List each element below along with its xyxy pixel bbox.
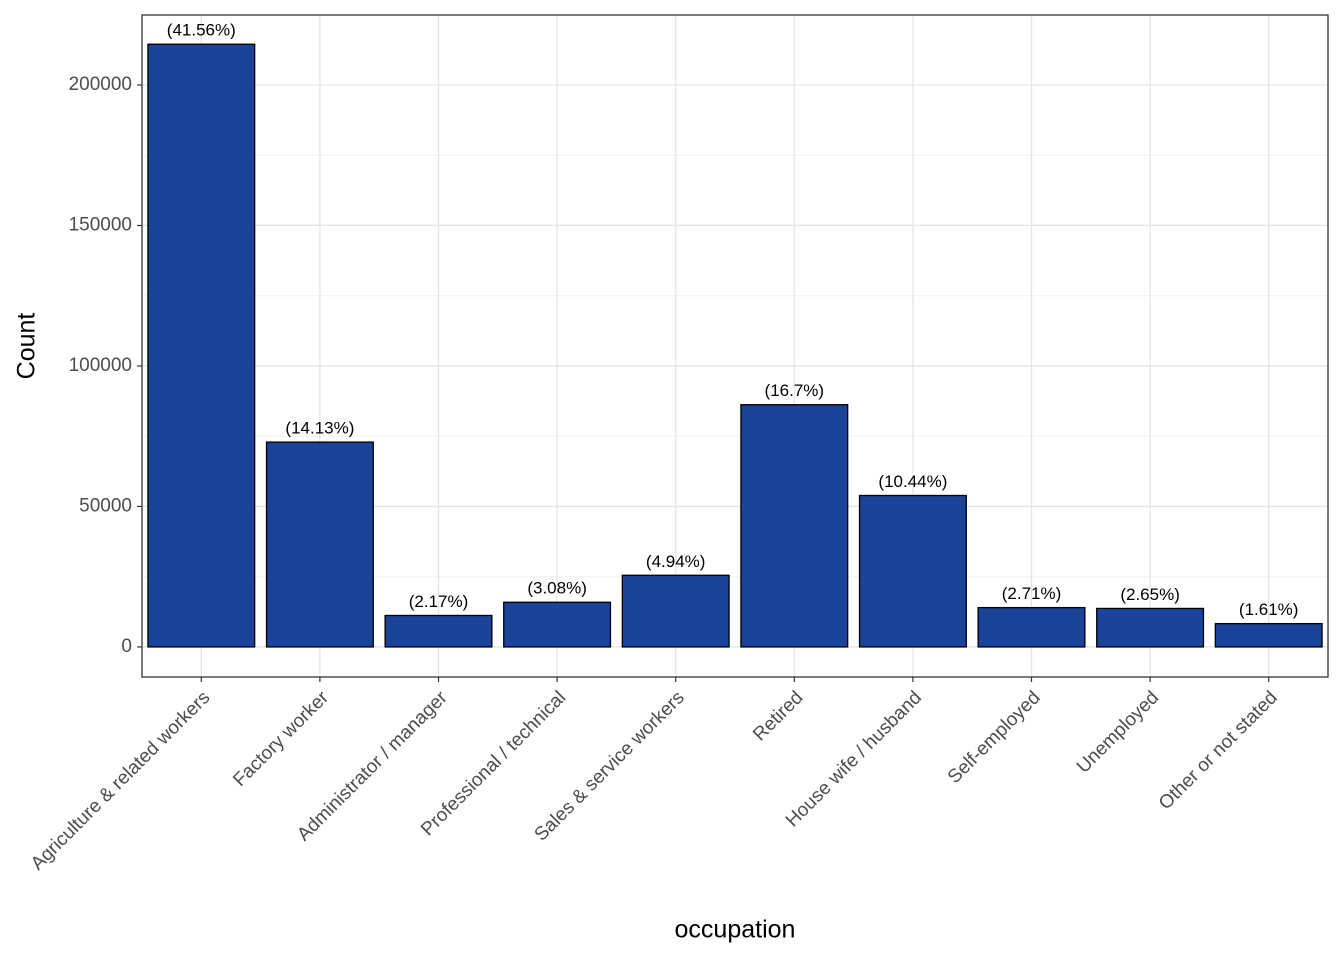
bar [147, 43, 256, 648]
bar [384, 614, 493, 648]
bar-label: (2.17%) [409, 592, 469, 611]
bar [1214, 622, 1323, 648]
x-tick-label: Factory worker [229, 687, 333, 791]
bar-label: (14.13%) [285, 419, 354, 438]
bar-label: (4.94%) [646, 552, 706, 571]
bar [740, 404, 849, 648]
bar-label: (3.08%) [527, 579, 587, 598]
bar [621, 574, 730, 648]
panel-border [141, 14, 1329, 678]
bar [265, 441, 374, 648]
bar-label: (41.56%) [167, 21, 236, 40]
bar-label: (16.7%) [765, 381, 825, 400]
y-tick-label: 0 [121, 636, 132, 657]
y-tick-label: 50000 [79, 495, 132, 516]
x-axis-title: occupation [675, 916, 796, 944]
x-tick-label: Other or not stated [1155, 687, 1282, 814]
x-tick-label: Self-employed [944, 687, 1045, 788]
bar [503, 601, 612, 648]
y-tick-label: 150000 [69, 214, 132, 235]
bar-label: (2.65%) [1120, 585, 1180, 604]
bar-label: (2.71%) [1002, 584, 1062, 603]
x-tick-label: House wife / husband [782, 687, 926, 831]
x-tick-label: Unemployed [1073, 687, 1163, 777]
bar [1096, 607, 1205, 648]
bar-label: (10.44%) [878, 472, 947, 491]
y-axis-title: Count [13, 313, 41, 380]
y-tick-label: 100000 [69, 355, 132, 376]
x-tick-label: Agriculture & related workers [27, 687, 214, 874]
x-tick-label: Retired [749, 687, 807, 745]
y-tick-label: 200000 [69, 74, 132, 95]
bar [977, 606, 1086, 648]
bar-label: (1.61%) [1239, 600, 1299, 619]
bar [858, 494, 967, 648]
